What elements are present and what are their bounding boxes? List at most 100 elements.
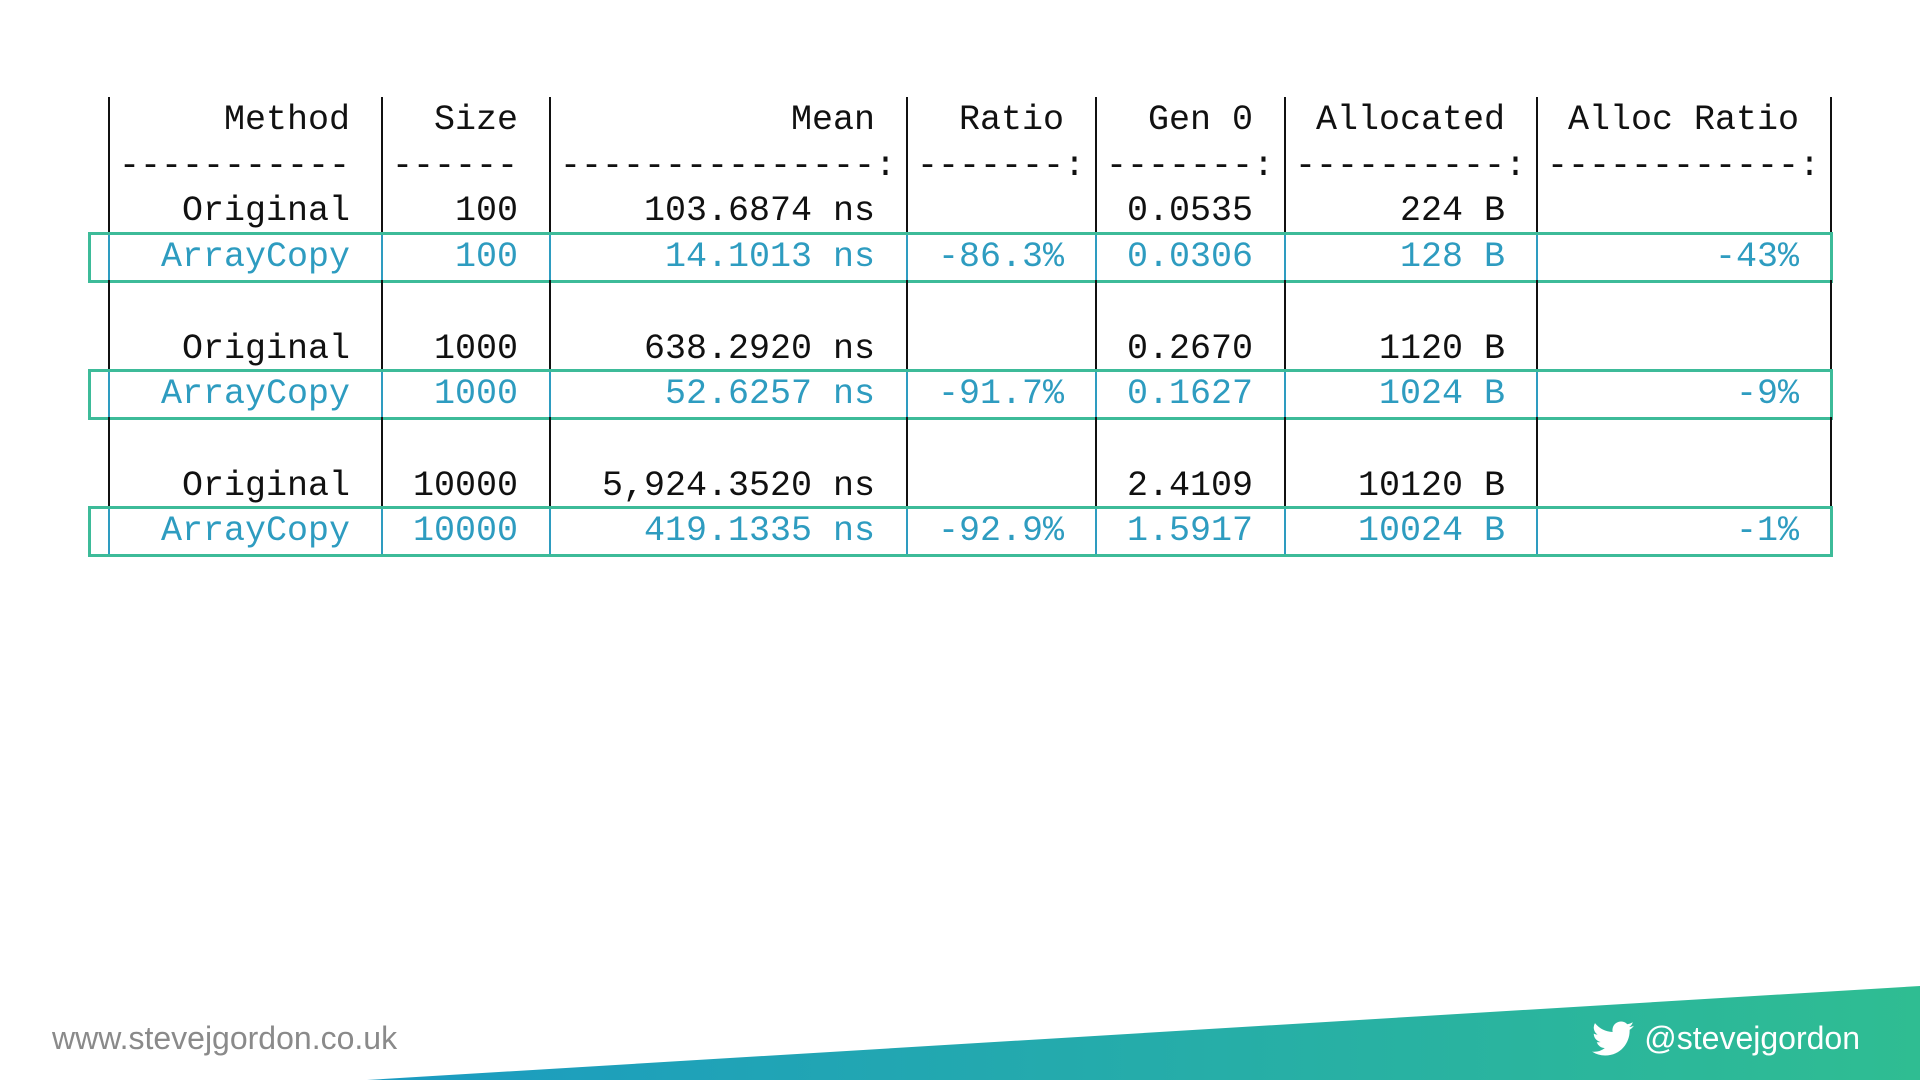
table-cell: Method [223, 100, 350, 140]
column-separator [548, 279, 551, 326]
website: www.stevejgordon.co.uk [52, 1020, 398, 1056]
column-separator [1094, 142, 1097, 189]
table-cell: Original [181, 328, 350, 369]
column-separator [905, 279, 908, 326]
column-separator [380, 279, 383, 326]
column-separator [107, 97, 110, 144]
column-separator [380, 462, 383, 509]
table-cell: ----------: [1295, 145, 1527, 186]
column-separator [905, 234, 908, 281]
column-separator [107, 371, 110, 418]
column-separator [1283, 279, 1286, 326]
table-cell: 638.2920 ns [643, 328, 875, 369]
column-separator [905, 416, 908, 464]
column-separator [1535, 416, 1538, 464]
column-separator [107, 188, 110, 235]
column-separator [548, 97, 551, 144]
column-separator [1535, 97, 1538, 144]
column-separator [380, 97, 383, 144]
column-separator [548, 325, 551, 372]
table-cell: 10000 [412, 511, 518, 552]
column-separator [1283, 188, 1286, 235]
row-highlight [88, 232, 1833, 283]
table-cell: Original [181, 191, 350, 232]
column-separator [1829, 188, 1832, 235]
table-cell: Mean [790, 100, 875, 140]
table-cell: 10000 [412, 465, 518, 506]
table-cell: -91.7% [937, 374, 1064, 415]
column-separator [1283, 508, 1286, 555]
table-cell: 103.6874 ns [643, 191, 875, 232]
table-cell: 14.1013 ns [664, 237, 875, 278]
table-cell: 128 B [1399, 237, 1505, 278]
table-cell: Ratio [958, 100, 1064, 140]
table-cell: -------: [1106, 145, 1275, 186]
column-separator [1829, 462, 1832, 509]
table-cell: -86.3% [937, 237, 1064, 278]
column-separator [1829, 279, 1832, 326]
column-separator [1535, 462, 1538, 509]
column-separator [1094, 508, 1097, 555]
column-separator [1829, 416, 1832, 464]
table-cell: 10120 B [1357, 465, 1505, 506]
table-cell: ArrayCopy [160, 374, 350, 415]
column-separator [107, 279, 110, 326]
column-separator [380, 142, 383, 189]
table-cell: Alloc Ratio [1567, 100, 1799, 140]
column-separator [107, 142, 110, 189]
table-cell: 419.1335 ns [643, 511, 875, 552]
column-separator [1535, 142, 1538, 189]
column-separator [1829, 97, 1832, 144]
column-separator [548, 142, 551, 189]
column-separator [107, 462, 110, 509]
column-separator [1535, 188, 1538, 235]
table-cell: -9% [1735, 374, 1799, 415]
column-separator [1829, 325, 1832, 372]
table-cell: Gen 0 [1147, 100, 1253, 140]
column-separator [1535, 371, 1538, 418]
table-cell: 1024 B [1378, 374, 1505, 415]
table-cell: ------ [392, 145, 519, 186]
table-cell: -92.9% [937, 511, 1064, 552]
column-separator [1094, 371, 1097, 418]
column-separator [905, 462, 908, 509]
column-separator [1829, 142, 1832, 189]
twitter-handle: @stevejgordon [1644, 1020, 1860, 1056]
table-cell: -1% [1735, 511, 1799, 552]
column-separator [1094, 279, 1097, 326]
column-separator [380, 416, 383, 464]
column-separator [1094, 325, 1097, 372]
table-cell: ----------- [119, 145, 351, 186]
table-cell: 10024 B [1357, 511, 1505, 552]
column-separator [548, 416, 551, 464]
column-separator [1283, 142, 1286, 189]
column-separator [1535, 279, 1538, 326]
table-cell: Size [433, 100, 518, 140]
column-separator [1535, 508, 1538, 555]
table-cell: 1000 [433, 328, 518, 369]
column-separator [1094, 416, 1097, 464]
row-highlight [88, 369, 1833, 420]
column-separator [1283, 97, 1286, 144]
table-cell: 2.4109 [1126, 465, 1253, 506]
column-separator [1094, 234, 1097, 281]
column-separator [1283, 325, 1286, 372]
column-separator [380, 508, 383, 555]
column-separator [905, 188, 908, 235]
table-cell: 52.6257 ns [664, 374, 875, 415]
column-separator [905, 97, 908, 144]
table-cell: 224 B [1399, 191, 1505, 232]
column-separator [107, 325, 110, 372]
column-separator [1094, 97, 1097, 144]
table-cell: -43% [1714, 237, 1799, 278]
column-separator [548, 234, 551, 281]
table-cell: ArrayCopy [160, 511, 350, 552]
table-cell: 1.5917 [1126, 511, 1253, 552]
twitter-icon [1592, 1020, 1635, 1055]
column-separator [1535, 325, 1538, 372]
table-cell: 1120 B [1378, 328, 1505, 369]
column-separator [548, 188, 551, 235]
column-separator [380, 325, 383, 372]
column-separator [380, 371, 383, 418]
